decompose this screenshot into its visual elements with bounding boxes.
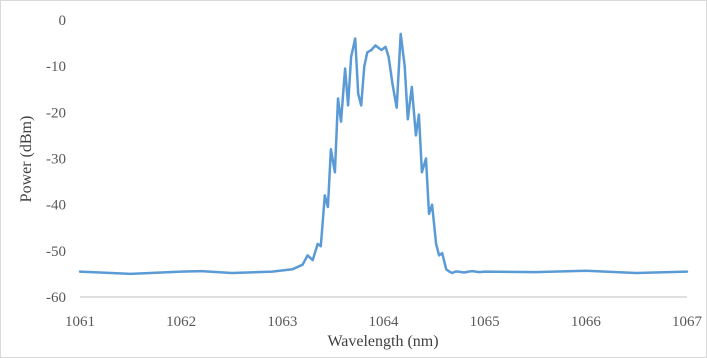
y-tick-label: -50 xyxy=(46,244,66,260)
y-axis-title: Power (dBm) xyxy=(18,116,35,203)
x-tick-label: 1064 xyxy=(369,314,400,330)
y-tick-label: -30 xyxy=(46,152,66,168)
plot-area xyxy=(78,32,689,276)
y-tick-label: -40 xyxy=(46,198,66,214)
x-tick-label: 1067 xyxy=(672,314,703,330)
series-line xyxy=(78,32,689,276)
x-tick-label: 1061 xyxy=(65,314,95,330)
x-tick-label: 1065 xyxy=(470,314,500,330)
y-tick-label: -10 xyxy=(46,59,66,75)
x-tick-label: 1062 xyxy=(166,314,196,330)
x-tick-label: 1063 xyxy=(267,314,297,330)
x-axis-title: Wavelength (nm) xyxy=(327,333,438,350)
x-tick-label: 1066 xyxy=(571,314,602,330)
y-tick-label: 0 xyxy=(59,13,67,29)
y-tick-label: -20 xyxy=(46,105,66,121)
tick-labels-group: 1061 1062 1063 1064 1065 1066 1067 0 -10 -20 -30 -4… xyxy=(46,13,703,330)
y-tick-label: -60 xyxy=(46,290,66,306)
